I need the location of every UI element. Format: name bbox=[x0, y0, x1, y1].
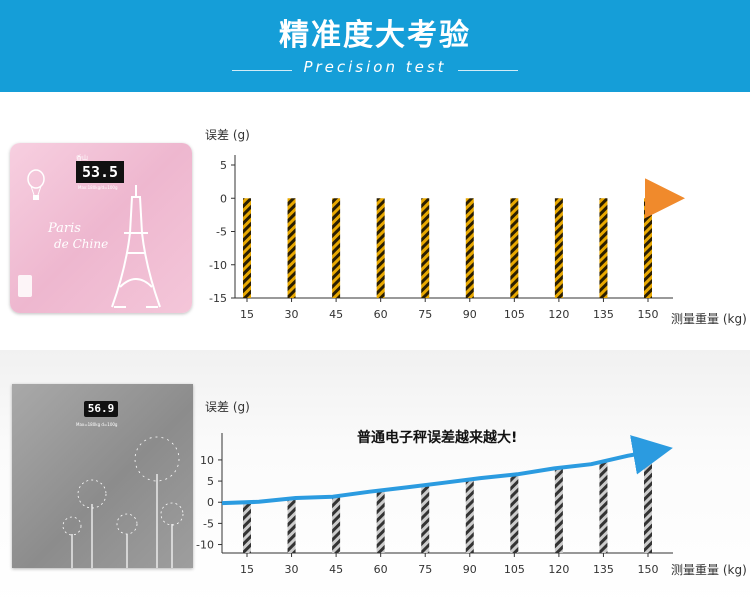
script-text-line1: Paris bbox=[48, 221, 81, 236]
top-chart-y-tick-label: 5 bbox=[220, 159, 227, 172]
top-chart-x-tick-label: 120 bbox=[548, 308, 569, 321]
top-chart-y-tick-label: 0 bbox=[220, 192, 227, 205]
bottom-error-chart: 误差 (g) 测量重量 (kg) 普通电子秤误差越来越大! 1050-5-101… bbox=[196, 400, 747, 577]
scale-display: 56.9 bbox=[84, 401, 118, 417]
bottom-chart-bar bbox=[243, 502, 251, 553]
brand-logo: 香山 bbox=[76, 155, 89, 162]
top-chart-x-tick-label: 135 bbox=[593, 308, 614, 321]
top-chart-bar bbox=[332, 198, 341, 298]
gray-scale-image: 56.9 Max=180kg d=100g bbox=[12, 384, 193, 568]
bottom-chart-bar bbox=[332, 496, 341, 553]
top-chart-x-tick-label: 60 bbox=[374, 308, 388, 321]
eiffel-tower-icon bbox=[111, 185, 161, 308]
header-divider-left bbox=[232, 70, 292, 71]
top-chart-y-axis-label: 误差 (g) bbox=[205, 128, 250, 142]
bottom-chart-x-tick-label: 75 bbox=[418, 563, 432, 576]
bottom-chart-x-tick-label: 120 bbox=[548, 563, 569, 576]
top-chart-x-tick-label: 75 bbox=[418, 308, 432, 321]
top-chart-bar bbox=[554, 198, 563, 298]
top-chart-bar bbox=[421, 198, 430, 298]
bottom-chart-x-tick-label: 90 bbox=[463, 563, 477, 576]
bottom-chart-bar bbox=[465, 479, 474, 553]
bottom-chart-y-tick-label: 10 bbox=[200, 454, 214, 467]
scale-display: 53.5 bbox=[76, 161, 124, 183]
bottom-chart-error-trend-line bbox=[221, 435, 673, 506]
scale-spec-label: Max=180kg d=100g bbox=[76, 422, 118, 427]
bottom-chart-x-tick-label: 105 bbox=[504, 563, 525, 576]
hot-air-balloon-icon bbox=[27, 169, 45, 200]
header-subtitle: Precision test bbox=[303, 58, 447, 76]
top-error-chart: 误差 (g) 测量重量 (kg) 5 0 -5 -10 -15 15 30 45 60 75 90 1… bbox=[205, 128, 747, 326]
dandelion-icon bbox=[62, 436, 184, 568]
bottom-chart-y-axis-label: 误差 (g) bbox=[205, 400, 250, 414]
top-chart-bar bbox=[510, 198, 519, 298]
top-chart-x-tick-label: 150 bbox=[638, 308, 659, 321]
top-chart-x-tick-label: 30 bbox=[285, 308, 299, 321]
bottom-chart-x-tick-label: 45 bbox=[329, 563, 343, 576]
bottom-chart-bar bbox=[376, 490, 385, 553]
bottom-chart-x-tick-label: 135 bbox=[593, 563, 614, 576]
top-chart-bar bbox=[376, 198, 385, 298]
top-chart-y-tick-label: -10 bbox=[209, 259, 227, 272]
top-chart-x-tick-label: 105 bbox=[504, 308, 525, 321]
top-chart-bar bbox=[465, 198, 474, 298]
top-chart-x-axis-label: 测量重量 (kg) bbox=[671, 312, 747, 326]
top-chart-bar bbox=[599, 198, 608, 298]
header-title: 精准度大考验 bbox=[279, 18, 471, 53]
certification-mark-icon bbox=[18, 275, 32, 297]
bottom-chart-y-tick-label: -5 bbox=[203, 517, 214, 530]
scale-spec-label: Max:180kg/d=100g bbox=[78, 185, 118, 190]
top-chart-x-tick-label: 45 bbox=[329, 308, 343, 321]
top-chart-bar bbox=[243, 198, 251, 298]
bottom-chart-y-tick-label: 0 bbox=[207, 496, 214, 509]
pink-scale-image: 香山 53.5 Max:180kg/d=100g Paris de Chine bbox=[10, 143, 192, 313]
top-chart-x-tick-label: 90 bbox=[463, 308, 477, 321]
bottom-chart-bar bbox=[644, 452, 652, 553]
bottom-chart-x-tick-label: 30 bbox=[285, 563, 299, 576]
bottom-chart-x-tick-label: 150 bbox=[638, 563, 659, 576]
header-banner: 精准度大考验 Precision test bbox=[0, 0, 750, 92]
bottom-chart-y-tick-label: -10 bbox=[196, 539, 214, 552]
top-chart-bar bbox=[644, 198, 652, 298]
header-divider-right bbox=[458, 70, 518, 71]
top-chart-bar bbox=[287, 198, 296, 298]
bottom-chart-bar bbox=[599, 461, 608, 553]
bottom-chart-x-axis-label: 测量重量 (kg) bbox=[671, 563, 747, 577]
top-chart-y-tick-label: -15 bbox=[209, 292, 227, 305]
bottom-chart-bar bbox=[510, 474, 519, 553]
bottom-chart-annotation: 普通电子秤误差越来越大! bbox=[357, 429, 517, 446]
top-chart-x-tick-label: 15 bbox=[240, 308, 254, 321]
top-chart-y-tick-label: -5 bbox=[216, 226, 227, 239]
bottom-chart-x-tick-label: 60 bbox=[374, 563, 388, 576]
bottom-chart-bar bbox=[287, 498, 296, 553]
script-text-line2: de Chine bbox=[54, 237, 109, 251]
bottom-chart-x-tick-label: 15 bbox=[240, 563, 254, 576]
bottom-chart-bar bbox=[554, 467, 563, 553]
bottom-chart-bar bbox=[421, 485, 430, 553]
bottom-chart-y-tick-label: 5 bbox=[207, 475, 214, 488]
